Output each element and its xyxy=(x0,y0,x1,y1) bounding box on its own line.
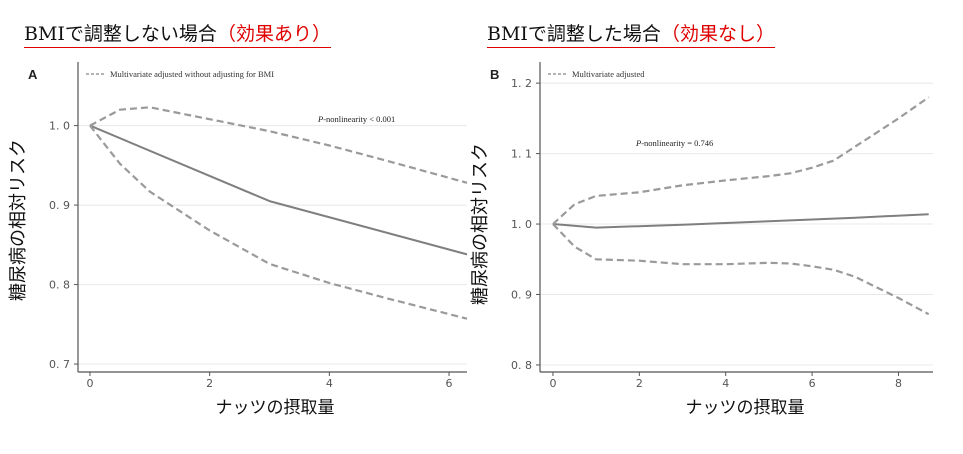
series-lower-line xyxy=(552,223,930,316)
x-tick-label: 4 xyxy=(722,377,729,390)
panel-b-heading: BMIで調整した場合（効果なし） xyxy=(487,22,775,48)
x-tick-label: 4 xyxy=(326,377,333,390)
chart-panel-a: 0. 7 0. 8 0. 9 1. 0 0 2 4 6 A Multivariate adjust… xyxy=(8,62,468,418)
p-nonlinearity-annotation: P-nonlinearity < 0.001 xyxy=(317,114,395,124)
x-tick-label: 6 xyxy=(446,377,453,390)
panel-b-heading-highlight: （効果なし） xyxy=(660,23,775,45)
p-nonlinearity-annotation: P-nonlinearity = 0.746 xyxy=(635,138,713,148)
legend-label: Multivariate adjusted xyxy=(572,69,645,79)
panel-a-heading-highlight: （効果あり） xyxy=(216,23,331,45)
y-axis-title: 糖尿病の相対リスク xyxy=(470,143,491,305)
panel-letter: B xyxy=(490,67,499,82)
y-axis-title: 糖尿病の相対リスク xyxy=(8,139,29,301)
series-estimate-line xyxy=(552,213,929,229)
panel-a-heading-text: BMIで調整しない場合 xyxy=(24,23,217,45)
series-upper-line xyxy=(89,106,468,184)
y-tick-label: 1. 0 xyxy=(511,218,532,231)
x-axis-title: ナッツの摂取量 xyxy=(686,398,805,418)
series-lower-line xyxy=(89,124,468,320)
y-tick-label: 1. 0 xyxy=(49,120,70,133)
x-tick-label: 8 xyxy=(895,377,902,390)
series-estimate-line xyxy=(89,124,468,256)
y-tick-label: 1. 2 xyxy=(511,77,532,90)
y-tick-label: 0. 9 xyxy=(49,199,70,212)
panel-letter: A xyxy=(28,67,38,82)
x-tick-label: 2 xyxy=(636,377,643,390)
x-tick-label: 6 xyxy=(809,377,816,390)
panel-b-heading-text: BMIで調整した場合 xyxy=(487,23,661,45)
x-tick-label: 0 xyxy=(549,377,556,390)
y-tick-label: 1. 1 xyxy=(511,148,532,161)
y-tick-label: 0. 7 xyxy=(49,358,70,371)
y-tick-label: 0. 9 xyxy=(511,289,532,302)
legend-label: Multivariate adjusted without adjusting … xyxy=(110,69,274,79)
y-tick-label: 0. 8 xyxy=(49,279,70,292)
panel-a-heading: BMIで調整しない場合（効果あり） xyxy=(24,22,331,48)
x-axis-title: ナッツの摂取量 xyxy=(216,398,335,418)
y-tick-label: 0. 8 xyxy=(511,359,532,372)
series-upper-line xyxy=(552,96,930,225)
x-tick-label: 0 xyxy=(86,377,93,390)
x-tick-label: 2 xyxy=(206,377,213,390)
chart-panel-b: 0. 8 0. 9 1. 0 1. 1 1. 2 0 2 4 6 8 B Multivariate a… xyxy=(470,62,933,418)
